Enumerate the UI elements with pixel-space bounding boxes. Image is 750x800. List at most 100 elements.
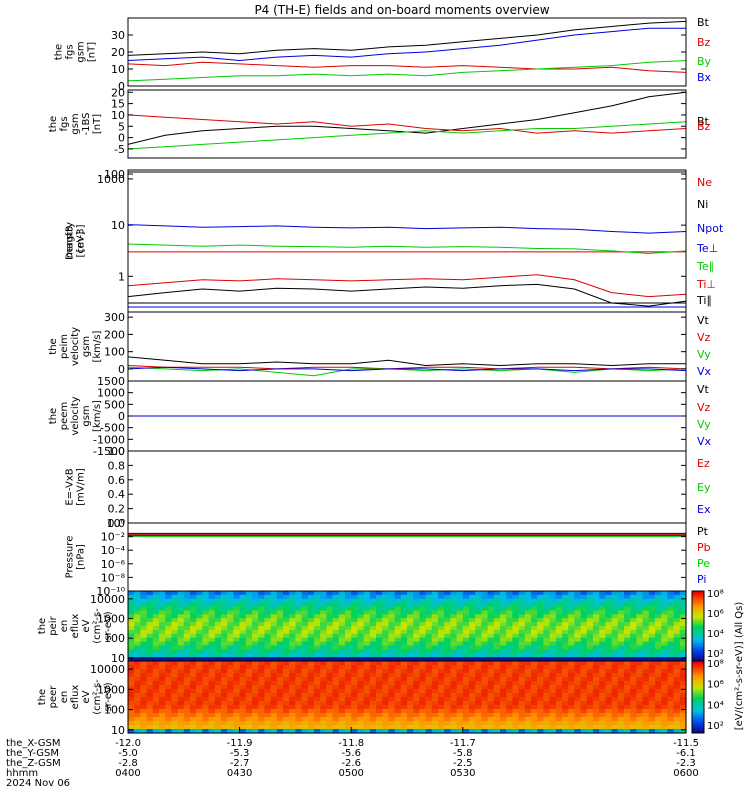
heatmap-cell: [450, 669, 458, 674]
heatmap-cell: [388, 725, 396, 730]
heatmap-cell: [326, 689, 334, 694]
heatmap-cell: [301, 657, 309, 662]
heatmap-cell: [283, 725, 290, 730]
heatmap-cell: [630, 661, 637, 666]
heatmap-cell: [202, 653, 210, 658]
heatmap-cell: [531, 661, 538, 666]
heatmap-cell: [239, 677, 247, 682]
heatmap-cell: [636, 591, 644, 596]
heatmap-cell: [407, 649, 414, 654]
heatmap-cell: [413, 629, 420, 635]
heatmap-cell: [469, 591, 476, 596]
heatmap-cell: [258, 693, 265, 698]
heatmap-cell: [382, 717, 389, 722]
heatmap-cell: [245, 618, 253, 623]
heatmap-cell: [407, 641, 414, 647]
y-axis-label: Density[cm-3]: [65, 222, 87, 260]
heatmap-cell: [165, 685, 172, 690]
heatmap-cell: [295, 669, 303, 674]
heatmap-cell: [679, 626, 687, 631]
heatmap-cell: [555, 713, 563, 718]
heatmap-cell: [531, 709, 538, 714]
heatmap-cell: [431, 657, 439, 662]
heatmap-cell: [301, 689, 309, 694]
heatmap-cell: [673, 637, 681, 643]
heatmap-cell: [462, 594, 470, 600]
heatmap-cell: [221, 685, 228, 690]
heatmap-cell: [264, 677, 272, 682]
heatmap-cell: [332, 649, 340, 654]
heatmap-cell: [574, 681, 582, 686]
heatmap-cell: [555, 645, 563, 650]
heatmap-cell: [283, 637, 290, 643]
heatmap-cell: [593, 606, 600, 612]
heatmap-cell: [214, 591, 222, 596]
heatmap-cell: [307, 637, 315, 643]
heatmap-cell: [648, 729, 656, 734]
heatmap-cell: [295, 657, 303, 662]
heatmap-cell: [270, 602, 278, 608]
legend-entry-Ex: Ex: [697, 503, 711, 516]
heatmap-cell: [307, 594, 315, 600]
heatmap-cell: [679, 673, 687, 678]
heatmap-cell: [586, 669, 594, 674]
heatmap-cell: [655, 626, 662, 631]
heatmap-cell: [134, 725, 141, 730]
heatmap-cell: [524, 697, 532, 702]
heatmap-cell: [221, 697, 228, 702]
heatmap-cell: [407, 602, 414, 608]
heatmap-cell: [580, 657, 588, 662]
heatmap-cell: [270, 614, 278, 619]
heatmap-cell: [345, 645, 352, 650]
heatmap-cell: [152, 610, 160, 615]
heatmap-cell: [338, 665, 346, 670]
colorbar-tick-label: 10⁸: [707, 659, 724, 670]
heatmap-cell: [493, 598, 501, 604]
heatmap-cell: [493, 610, 501, 615]
heatmap-cell: [518, 689, 526, 694]
heatmap-cell: [214, 633, 222, 639]
heatmap-cell: [326, 606, 334, 612]
heatmap-cell: [276, 713, 284, 718]
y-axis-label-line: E=-VxB: [65, 468, 76, 505]
heatmap-cell: [177, 594, 185, 600]
heatmap-cell: [531, 681, 538, 686]
y-axis-label-line: eflux: [70, 685, 81, 710]
heatmap-cell: [506, 713, 513, 718]
heatmap-cell: [642, 649, 650, 654]
heatmap-cell: [407, 681, 414, 686]
heatmap-cell: [159, 606, 166, 612]
heatmap-cell: [661, 713, 668, 718]
heatmap-cell: [407, 721, 414, 726]
colorbar-cell: [692, 630, 704, 634]
heatmap-cell: [338, 602, 346, 608]
heatmap-cell: [630, 594, 637, 600]
heatmap-cell: [586, 626, 594, 631]
heatmap-cell: [407, 709, 414, 714]
heatmap-cell: [667, 673, 675, 678]
heatmap-cell: [500, 681, 507, 686]
heatmap-cell: [326, 721, 334, 726]
heatmap-cell: [611, 677, 619, 682]
y-tick-label: 500: [104, 398, 125, 411]
heatmap-cell: [146, 721, 154, 726]
heatmap-cell: [425, 614, 433, 619]
heatmap-cell: [338, 626, 346, 631]
heatmap-cell: [171, 645, 179, 650]
heatmap-cell: [431, 709, 439, 714]
heatmap-cell: [332, 657, 340, 662]
heatmap-cell: [382, 709, 389, 714]
heatmap-cell: [456, 665, 464, 670]
heatmap-cell: [183, 697, 191, 702]
heatmap-cell: [196, 669, 203, 674]
heatmap-cell: [146, 701, 154, 706]
heatmap-cell: [524, 649, 532, 654]
heatmap-cell: [469, 725, 476, 730]
heatmap-cell: [239, 665, 247, 670]
heatmap-cell: [276, 626, 284, 631]
heatmap-cell: [462, 626, 470, 631]
heatmap-cell: [667, 665, 675, 670]
heatmap-cell: [407, 673, 414, 678]
heatmap-cell: [351, 677, 358, 682]
heatmap-cell: [679, 665, 687, 670]
